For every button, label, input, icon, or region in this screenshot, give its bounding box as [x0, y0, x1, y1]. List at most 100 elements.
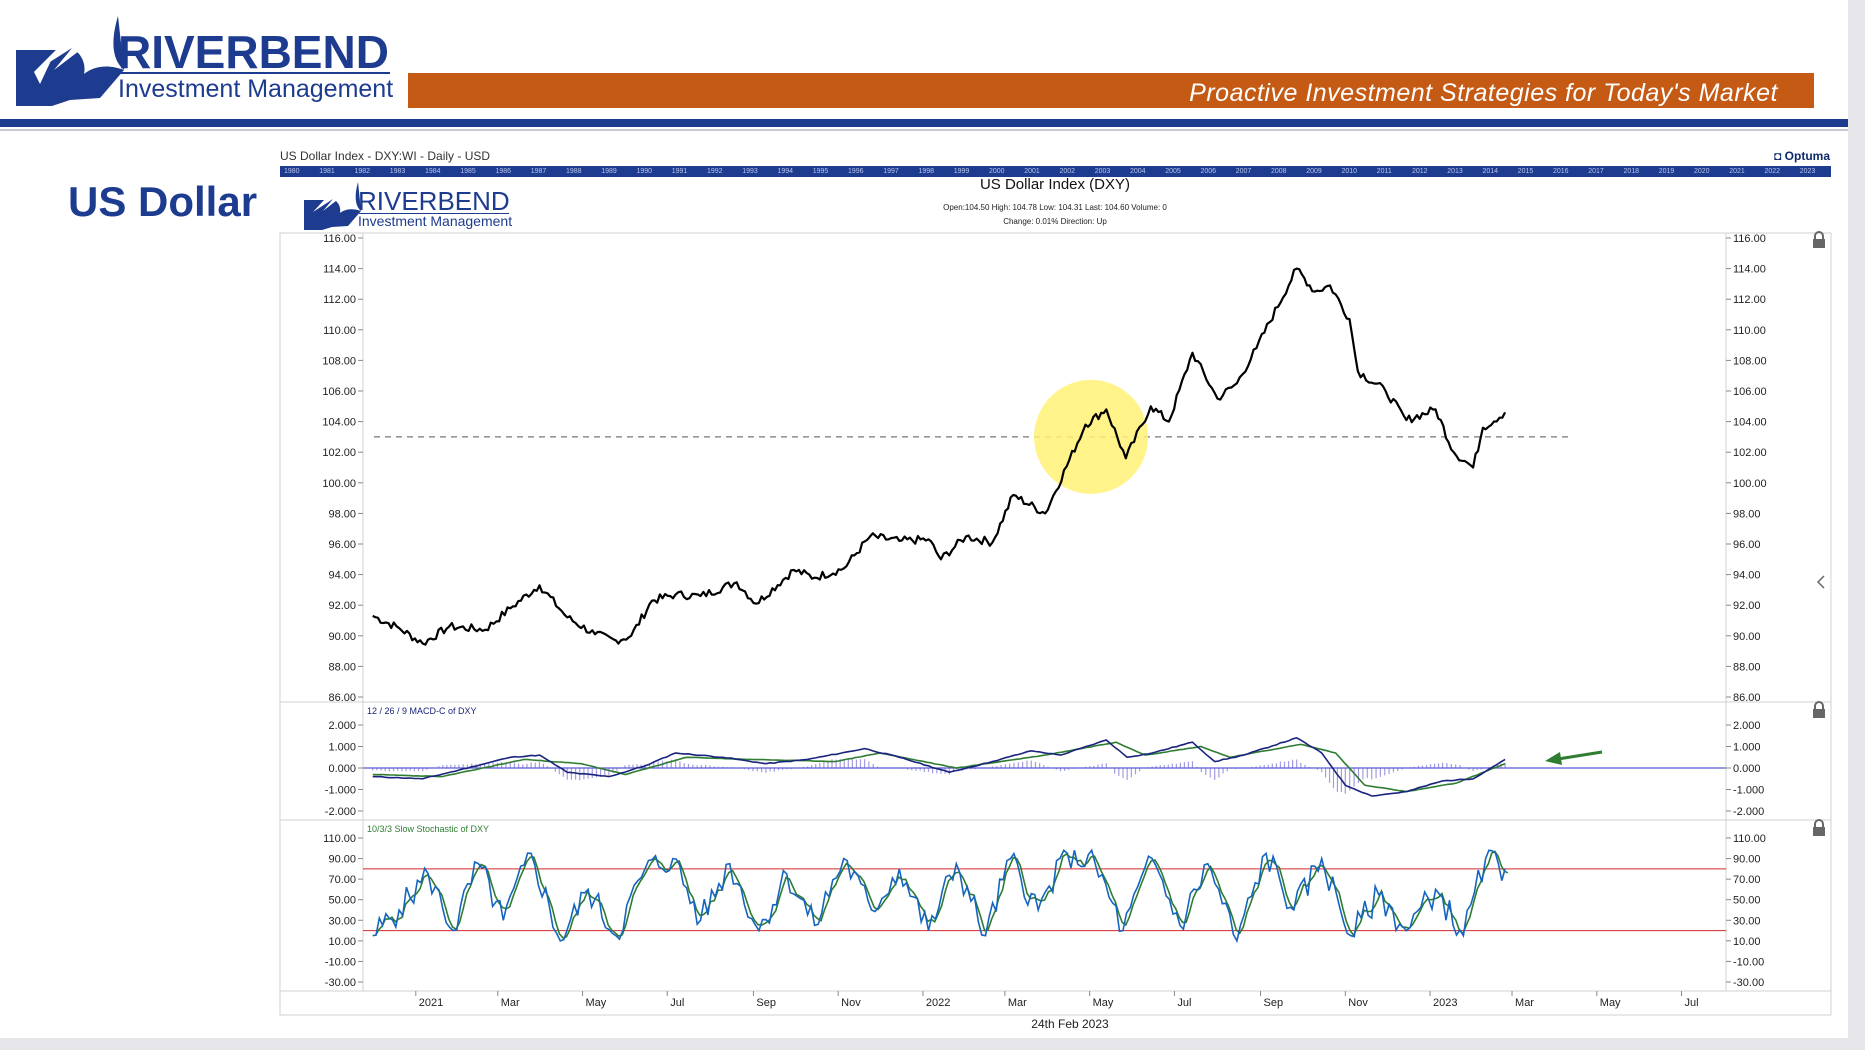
chart-logo-wordmark: RIVERBEND [358, 186, 510, 216]
x-tick-label: Jul [1685, 997, 1699, 1009]
timeline-year[interactable]: 1991 [671, 168, 688, 175]
timeline-year[interactable]: 2005 [1165, 168, 1181, 175]
provider-name: Optuma [1784, 149, 1830, 163]
macd-line [372, 737, 1506, 797]
y-tick-label: 50.00 [328, 895, 356, 907]
y-tick-label: 92.00 [1733, 600, 1761, 612]
chart-change-readout: Change: 0.01% Direction: Up [1003, 217, 1107, 226]
timeline-year[interactable]: 1996 [848, 168, 864, 175]
x-tick-label: Sep [1264, 997, 1284, 1009]
x-tick-label: Sep [756, 997, 776, 1009]
y-tick-label: 106.00 [1733, 386, 1767, 398]
macd-panel: 12 / 26 / 9 MACD-C of DXY 2.000 2.000 1.000… [325, 706, 1764, 818]
timeline-year[interactable]: 2008 [1271, 168, 1287, 175]
timeline-year[interactable]: 1983 [389, 168, 406, 175]
x-axis: 2021 Mar May Jul Sep Nov 2022 Mar May Jul Sep Nov 20… [415, 991, 1699, 1009]
timeline-year[interactable]: 1999 [953, 168, 970, 175]
timeline-year[interactable]: 1980 [284, 168, 300, 175]
highlight-circle [1034, 379, 1149, 494]
y-tick-label: 90.00 [328, 631, 356, 643]
y-tick-label: 1.000 [328, 742, 356, 754]
timeline-year[interactable]: 1995 [812, 168, 829, 175]
x-tick-label: Mar [501, 997, 520, 1009]
timeline-year[interactable]: 1982 [354, 168, 371, 175]
lock-icon[interactable] [1813, 701, 1825, 718]
timeline-year[interactable]: 1987 [530, 168, 547, 175]
timeline-year[interactable]: 1985 [460, 168, 476, 175]
timeline-year[interactable]: 1992 [707, 168, 723, 175]
y-tick-label: 94.00 [328, 570, 356, 582]
chart-security-label: US Dollar Index - DXY:WI - Daily - USD [280, 149, 491, 163]
y-tick-label: 112.00 [323, 294, 356, 306]
timeline-year[interactable]: 2020 [1694, 168, 1710, 175]
macd-panel-title: 12 / 26 / 9 MACD-C of DXY [367, 706, 477, 716]
chart-watermark-logo: RIVERBEND Investment Management [304, 182, 512, 230]
timeline-year[interactable]: 1993 [742, 168, 758, 175]
y-tick-label: 96.00 [1733, 539, 1761, 551]
y-tick-label: 90.00 [1733, 854, 1761, 866]
y-tick-label: 86.00 [1733, 692, 1761, 704]
timeline-year[interactable]: 2022 [1764, 168, 1781, 175]
timeline-year[interactable]: 2001 [1024, 168, 1040, 175]
collapse-panel-icon[interactable] [1816, 575, 1825, 589]
timeline-year[interactable]: 2013 [1447, 168, 1463, 175]
timeline-year[interactable]: 1997 [883, 168, 899, 175]
timeline-year[interactable]: 2004 [1130, 168, 1146, 175]
price-panel: 116.00 116.00 114.00 114.00 112.00 112.00 110.… [322, 233, 1766, 704]
timeline-year[interactable]: 1989 [601, 168, 617, 175]
timeline-year[interactable]: 2007 [1235, 168, 1252, 175]
timeline-year[interactable]: 2006 [1200, 168, 1217, 175]
timeline-year[interactable]: 2019 [1658, 168, 1675, 175]
x-tick-label: May [1093, 997, 1114, 1009]
y-tick-label: 88.00 [328, 661, 356, 673]
x-tick-label: Mar [1008, 997, 1027, 1009]
logo-subtitle: Investment Management [118, 75, 393, 103]
y-tick-label: 104.00 [1733, 417, 1767, 429]
y-tick-label: 104.00 [322, 417, 356, 429]
y-tick-label: 50.00 [1733, 895, 1761, 907]
timeline-year[interactable]: 2002 [1059, 168, 1076, 175]
timeline-navigator[interactable]: 1980 1981 1982 1983 1984 1985 1986 1987 1988 1989… [280, 166, 1831, 177]
y-tick-label: -30.00 [325, 977, 356, 989]
timeline-year[interactable]: 2012 [1412, 168, 1428, 175]
y-tick-label: 100.00 [1733, 478, 1767, 490]
y-tick-label: 30.00 [1733, 915, 1761, 927]
timeline-year[interactable]: 2023 [1799, 168, 1816, 175]
lock-icon[interactable] [1813, 819, 1825, 836]
timeline-year[interactable]: 1998 [918, 168, 935, 175]
timeline-year[interactable]: 2018 [1623, 168, 1640, 175]
y-tick-label: 70.00 [1733, 874, 1761, 886]
timeline-year[interactable]: 2009 [1306, 168, 1322, 175]
x-tick-label: May [1600, 997, 1621, 1009]
timeline-year[interactable]: 2003 [1094, 168, 1111, 175]
timeline-year[interactable]: 2017 [1588, 168, 1604, 175]
timeline-year[interactable]: 2010 [1341, 168, 1358, 175]
timeline-year[interactable]: 2011 [1376, 168, 1392, 175]
timeline-year[interactable]: 1990 [636, 168, 653, 175]
y-tick-label: 90.00 [328, 854, 356, 866]
timeline-year[interactable]: 2000 [989, 168, 1005, 175]
timeline-year[interactable]: 1988 [566, 168, 582, 175]
x-tick-label: 2023 [1433, 997, 1457, 1009]
y-tick-label: -10.00 [325, 956, 356, 968]
y-tick-label: 100.00 [322, 478, 356, 490]
y-tick-label: 90.00 [1733, 631, 1761, 643]
riverbend-logo: RIVERBEND Investment Management [16, 16, 393, 106]
timeline-year[interactable]: 1994 [777, 168, 794, 175]
timeline-year[interactable]: 2021 [1729, 168, 1745, 175]
y-tick-label: 98.00 [1733, 508, 1761, 520]
timeline-year[interactable]: 2015 [1517, 168, 1534, 175]
timeline-year[interactable]: 1981 [319, 168, 335, 175]
y-tick-label: 102.00 [1733, 447, 1767, 459]
timeline-year[interactable]: 1984 [425, 168, 441, 175]
x-tick-label: Nov [1348, 997, 1368, 1009]
timeline-year[interactable]: 2014 [1482, 168, 1499, 175]
timeline-year[interactable]: 1986 [495, 168, 512, 175]
lock-icon[interactable] [1813, 231, 1825, 248]
y-tick-label: 108.00 [322, 355, 356, 367]
timeline-year[interactable]: 2016 [1553, 168, 1569, 175]
chart-ohlc-readout: Open:104.50 High: 104.78 Low: 104.31 Las… [943, 203, 1167, 212]
window-right-edge [1848, 0, 1865, 1050]
y-tick-label: 116.00 [323, 233, 356, 245]
